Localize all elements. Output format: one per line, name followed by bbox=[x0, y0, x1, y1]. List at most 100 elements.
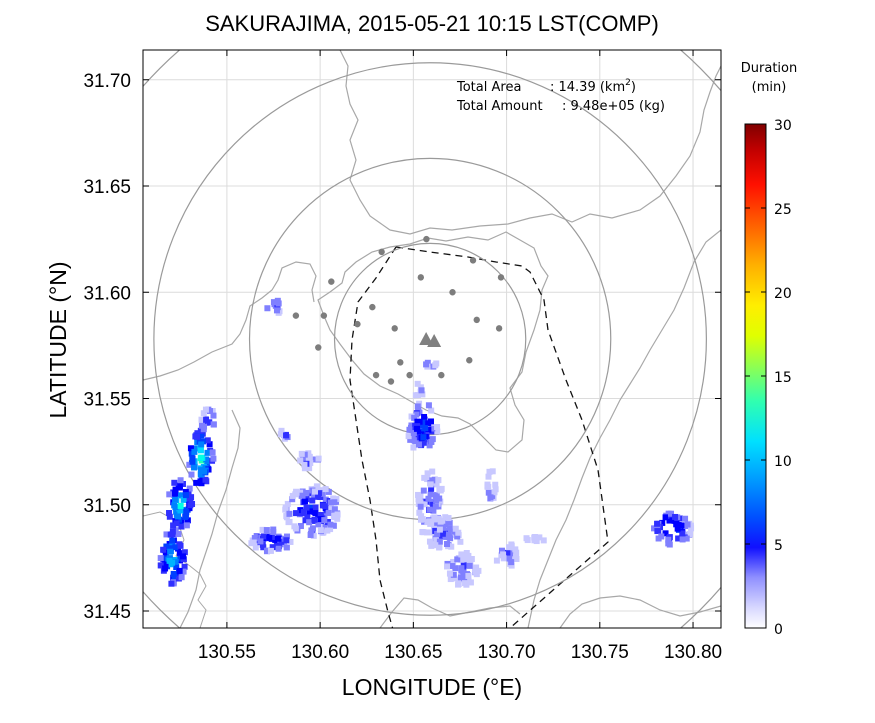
ash-pixel bbox=[462, 580, 469, 587]
ash-pixel bbox=[651, 525, 658, 532]
ash-pixel bbox=[162, 549, 169, 556]
totals-annotation: Total Area : 14.39 (km2) Total Amount : … bbox=[456, 78, 665, 114]
ash-pixel bbox=[189, 458, 196, 465]
ash-pixel bbox=[198, 416, 205, 423]
ash-pixel bbox=[324, 527, 331, 534]
ash-pixel bbox=[307, 460, 314, 467]
ash-pixel bbox=[486, 468, 493, 475]
ash-deposit-cluster bbox=[166, 477, 196, 530]
ash-pixel bbox=[282, 504, 289, 511]
ash-pixel bbox=[487, 494, 494, 501]
ash-pixel bbox=[536, 534, 543, 541]
ash-pixel bbox=[275, 545, 282, 552]
ash-pixel bbox=[252, 544, 259, 551]
station-marker bbox=[495, 325, 503, 332]
ash-pixel bbox=[178, 574, 185, 581]
station-marker bbox=[473, 316, 480, 324]
ash-pixel bbox=[683, 535, 690, 542]
ash-pixel bbox=[466, 562, 473, 569]
ash-pixel bbox=[273, 307, 280, 314]
ash-pixel bbox=[206, 441, 213, 448]
ash-pixel bbox=[322, 486, 329, 493]
ash-pixel bbox=[421, 419, 428, 426]
station-marker bbox=[369, 303, 376, 311]
ash-pixel bbox=[173, 520, 180, 527]
station-marker bbox=[423, 235, 430, 243]
ash-pixel bbox=[428, 485, 435, 492]
ash-pixel bbox=[175, 513, 182, 520]
ash-pixel bbox=[436, 526, 443, 533]
ash-pixel bbox=[293, 510, 300, 517]
ash-pixel bbox=[484, 481, 491, 488]
ash-pixel bbox=[210, 455, 217, 462]
colorbar-ticks: 0 5 10 15 20 25 30 bbox=[745, 118, 792, 638]
ash-pixel bbox=[330, 509, 337, 516]
ash-pixel bbox=[331, 499, 338, 506]
ash-pixel bbox=[317, 512, 324, 519]
ash-pixel bbox=[445, 515, 452, 522]
ash-pixel bbox=[434, 423, 441, 430]
station-marker bbox=[315, 344, 322, 351]
ash-pixel bbox=[180, 496, 187, 503]
ash-pixel bbox=[432, 542, 439, 549]
ash-pixel bbox=[465, 572, 472, 579]
ash-pixel bbox=[426, 506, 433, 513]
ash-pixel bbox=[194, 430, 201, 437]
crater-triangle bbox=[419, 332, 434, 345]
ash-pixel bbox=[297, 507, 304, 514]
ash-pixel bbox=[463, 555, 470, 562]
ash-pixel bbox=[410, 437, 417, 444]
ash-pixel bbox=[183, 492, 190, 499]
x-tick-label: 130.55 bbox=[198, 642, 256, 663]
ash-pixel bbox=[492, 481, 499, 488]
ash-pixel bbox=[171, 479, 178, 486]
ash-pixel bbox=[304, 455, 311, 462]
colorbar-tick-label: 25 bbox=[774, 202, 792, 218]
ash-pixel bbox=[157, 555, 164, 562]
ash-pixel bbox=[508, 559, 515, 566]
ash-pixel bbox=[166, 491, 173, 498]
ash-pixel bbox=[193, 479, 200, 486]
ash-pixel bbox=[533, 538, 540, 545]
ash-pixel bbox=[166, 513, 173, 520]
ash-pixel bbox=[407, 436, 414, 443]
ash-pixel bbox=[513, 549, 520, 556]
ash-deposit-cluster bbox=[186, 426, 217, 487]
ash-pixel bbox=[415, 441, 422, 448]
ash-pixel bbox=[508, 562, 515, 569]
ash-deposit-cluster bbox=[157, 527, 188, 587]
ash-pixel bbox=[411, 414, 418, 421]
ash-pixel bbox=[309, 497, 316, 504]
ash-pixel bbox=[426, 442, 433, 449]
ash-pixel bbox=[434, 530, 441, 537]
ash-pixel bbox=[303, 504, 310, 511]
ash-pixel bbox=[306, 519, 313, 526]
ash-pixel bbox=[166, 557, 173, 564]
ash-pixel bbox=[283, 544, 290, 551]
ash-pixel bbox=[311, 516, 318, 523]
ash-pixel bbox=[301, 461, 308, 468]
ash-pixel bbox=[427, 481, 434, 488]
ash-deposit-cluster bbox=[282, 483, 341, 539]
ash-pixel bbox=[310, 532, 317, 539]
ash-pixel bbox=[180, 568, 187, 575]
ash-pixel bbox=[289, 496, 296, 503]
ash-pixel bbox=[206, 419, 213, 426]
ash-pixel bbox=[433, 360, 440, 367]
ash-pixel bbox=[315, 490, 322, 497]
ash-pixel bbox=[181, 549, 188, 556]
ash-pixel bbox=[274, 304, 281, 311]
ash-pixel bbox=[317, 527, 324, 534]
ash-pixel bbox=[170, 522, 177, 529]
ash-pixel bbox=[428, 438, 435, 445]
ash-pixel bbox=[331, 512, 338, 519]
ash-pixel bbox=[203, 417, 210, 424]
station-marker bbox=[328, 278, 335, 285]
ash-deposit-cluster bbox=[484, 468, 499, 502]
station-marker bbox=[292, 312, 300, 319]
ash-pixel bbox=[475, 567, 482, 574]
ash-pixel bbox=[320, 502, 327, 509]
ash-pixel bbox=[162, 561, 169, 568]
ash-pixel bbox=[170, 570, 177, 577]
